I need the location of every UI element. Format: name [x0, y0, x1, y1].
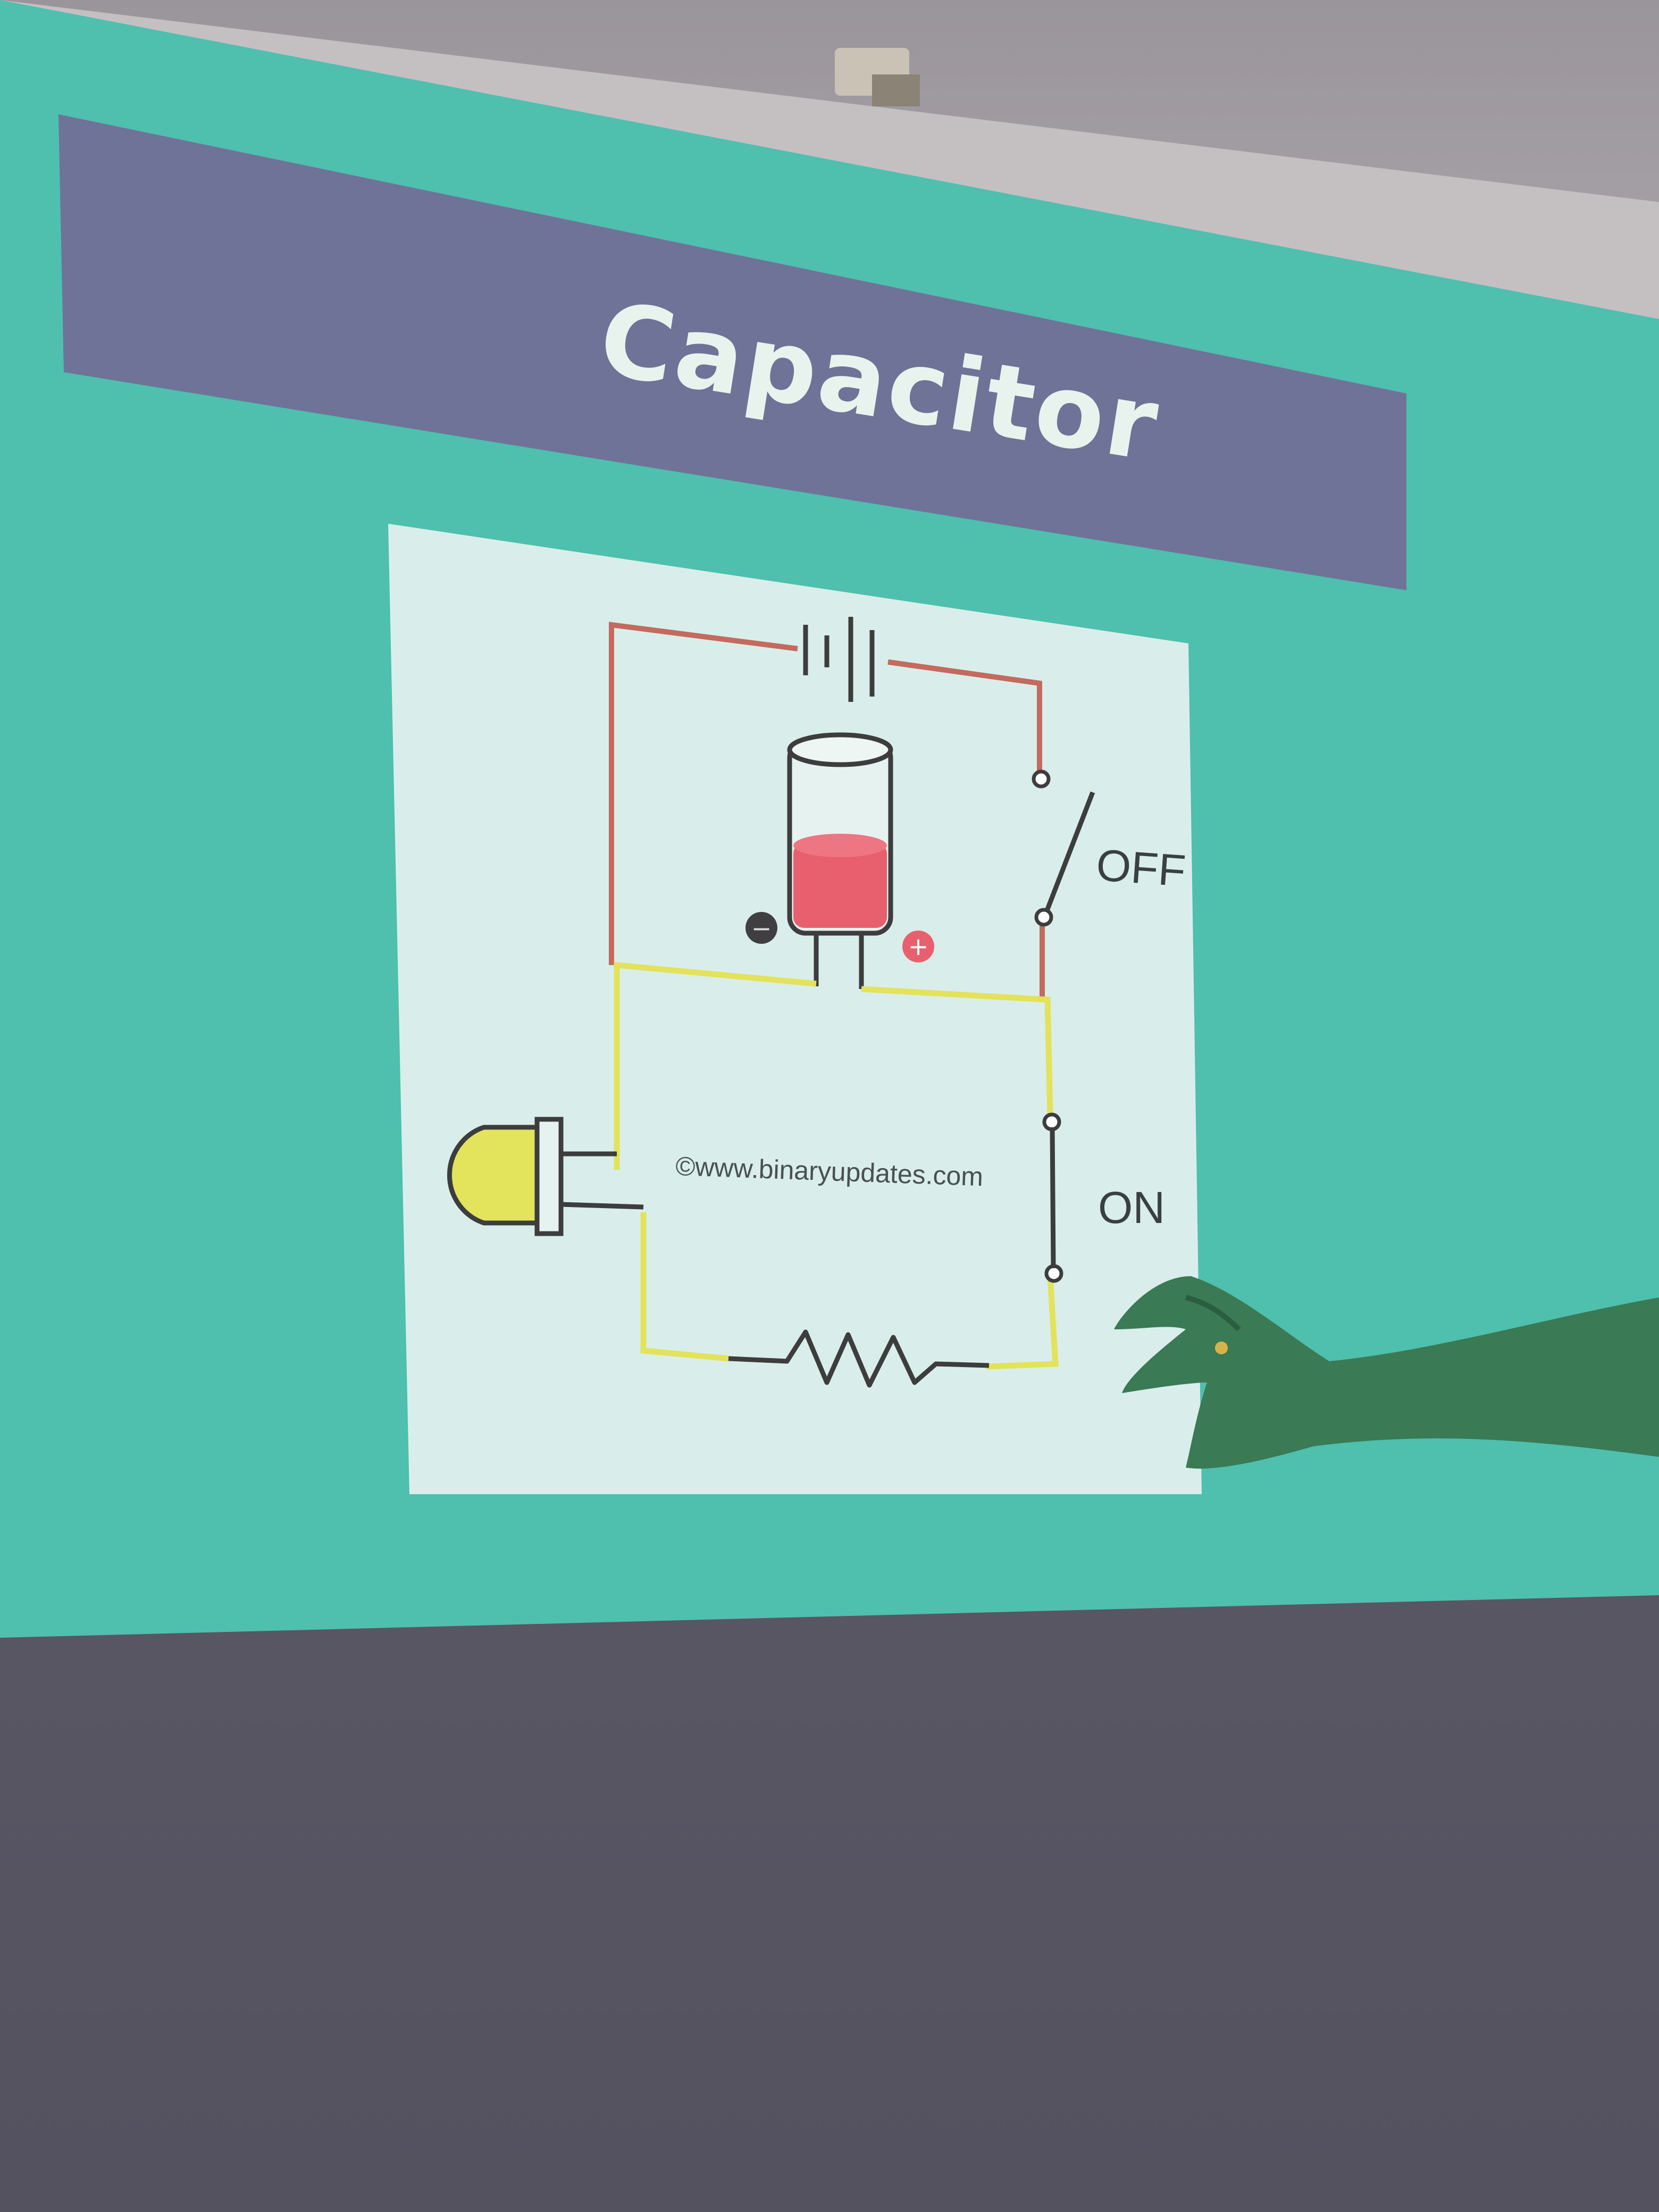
- switch-off-label: OFF: [1095, 840, 1187, 895]
- battery-wire-loop: [609, 622, 1045, 997]
- led-icon: [447, 1117, 644, 1236]
- switch-off-icon: [1032, 769, 1095, 927]
- presenter-hand: [1114, 1276, 1659, 1469]
- switch-on-label: ON: [1098, 1183, 1165, 1233]
- capacitor-icon: [787, 732, 893, 989]
- positive-terminal-icon: [902, 931, 934, 962]
- slide-title-bar: [58, 114, 1406, 590]
- diagram-panel: [388, 524, 1202, 1494]
- positive-sign: +: [908, 932, 929, 961]
- resistor-icon: [728, 1329, 990, 1388]
- projector-mount-bracket: [872, 74, 920, 106]
- switch-on-icon: [1042, 1112, 1063, 1283]
- battery-icon: [803, 617, 875, 702]
- negative-terminal-icon: [745, 912, 777, 944]
- negative-sign: −: [751, 914, 772, 943]
- led-wire-loop: [614, 961, 1059, 1370]
